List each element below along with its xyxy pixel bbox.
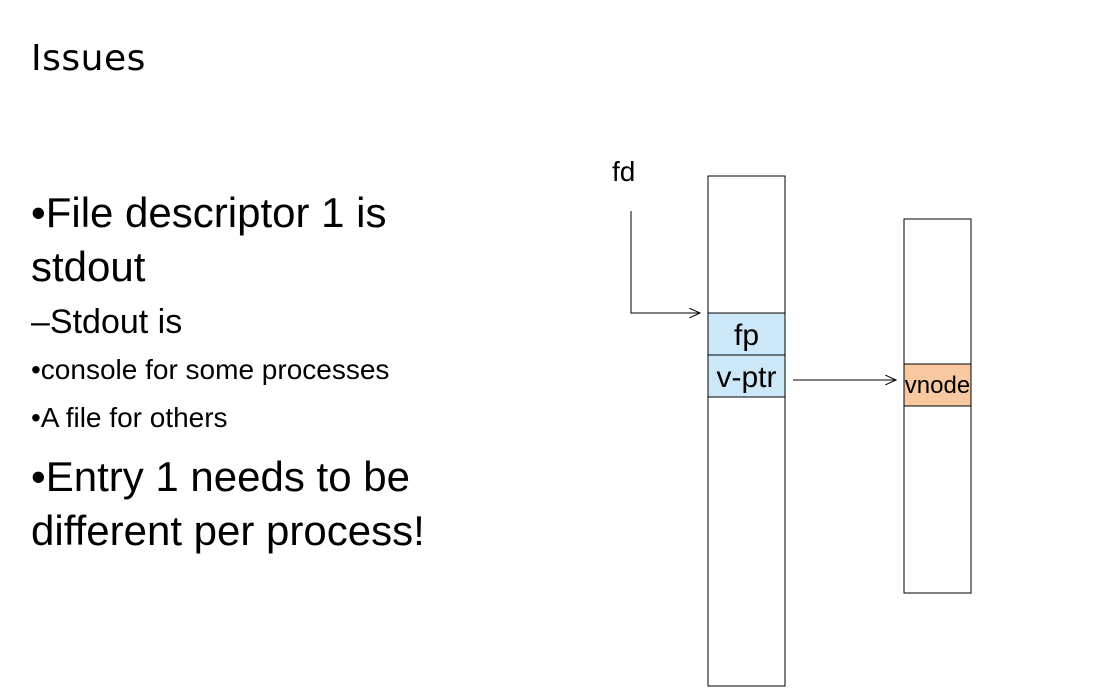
v-ptr-cell (707, 354, 786, 398)
fp-label: fp (734, 319, 759, 352)
v-ptr-label: v-ptr (717, 361, 777, 394)
vnode-cell (903, 363, 972, 407)
bullet-level3: •A file for others (31, 402, 228, 433)
fd-label: fd (612, 156, 635, 187)
bullet-list: •File descriptor 1 is stdout –Stdout is … (31, 186, 501, 564)
bullet-level1: •File descriptor 1 is stdout (31, 189, 387, 290)
fd-pointer-arrow (630, 211, 700, 313)
vnode-label: vnode (905, 372, 970, 399)
slide-title: Issues (31, 38, 146, 79)
bullet-level1: •Entry 1 needs to be different per proce… (31, 453, 425, 554)
fd-table (707, 175, 786, 687)
bullet-level3: •console for some processes (31, 354, 390, 385)
fp-cell (707, 312, 786, 356)
bullet-level2: –Stdout is (31, 303, 183, 341)
